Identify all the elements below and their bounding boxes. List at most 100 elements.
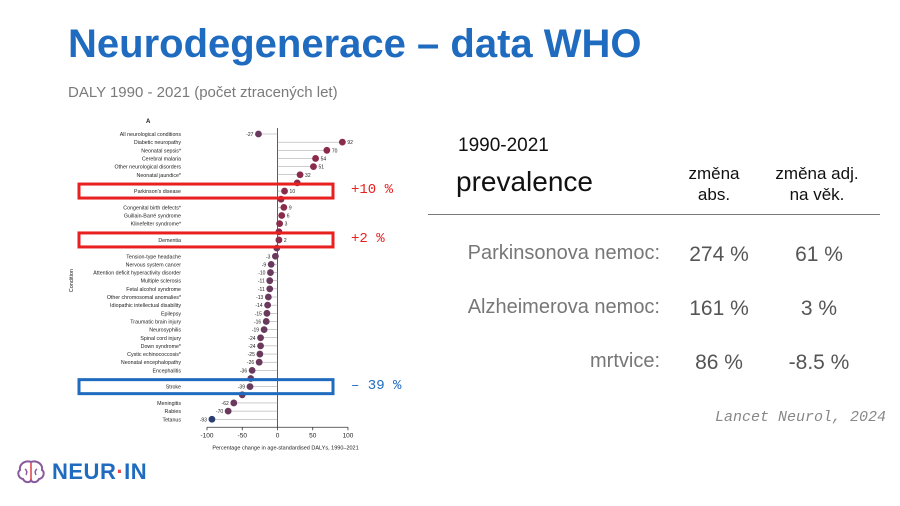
category-label: Encephalitis <box>152 368 181 374</box>
cell-stroke-adj: -8.5 % <box>788 351 850 374</box>
col-head-adj: změna adj. na věk. <box>752 163 882 205</box>
x-tick-label: -100 <box>200 432 213 439</box>
data-label: -19 <box>252 328 259 334</box>
cell-parkinson-abs: 274 % <box>689 243 749 266</box>
logo-dot: · <box>116 459 125 484</box>
row-label-stroke: mrtvice: <box>590 350 660 372</box>
data-point <box>246 383 254 391</box>
data-label: -25 <box>248 352 255 358</box>
data-point <box>230 399 238 407</box>
category-label: Down syndrome* <box>141 344 181 350</box>
data-label: 9 <box>289 205 292 211</box>
data-point <box>266 285 274 293</box>
category-label: Neonatal sepsis* <box>141 148 181 154</box>
data-label: -70 <box>216 409 223 415</box>
data-point <box>267 269 274 276</box>
neurin-logo: NEUR·IN <box>16 459 147 485</box>
category-label: Nervous system cancer <box>126 262 182 268</box>
category-label: Epilepsy <box>161 311 181 317</box>
data-label: -24 <box>248 336 255 342</box>
chart-panel-label: A <box>146 119 151 125</box>
data-label: -39 <box>238 385 245 391</box>
data-label: 92 <box>347 140 353 146</box>
data-label: -11 <box>258 287 265 293</box>
data-label: 54 <box>321 156 327 162</box>
data-label: 3 <box>285 222 288 228</box>
highlight-label: +2 % <box>351 230 385 247</box>
citation: Lancet Neurol, 2024 <box>714 409 886 426</box>
data-point <box>323 146 331 154</box>
x-axis-title: Percentage change in age-standardised DA… <box>212 445 358 451</box>
x-tick-label: -50 <box>238 432 248 439</box>
data-point <box>267 261 275 268</box>
category-label: Parkinson's disease <box>134 189 181 195</box>
logo-text: NEUR·IN <box>52 459 147 485</box>
data-label: -14 <box>255 303 262 309</box>
slide-subtitle: DALY 1990 - 2021 (počet ztracených let) <box>68 84 338 101</box>
highlight-label: +10 % <box>351 182 394 199</box>
col-head-adj-line2: na věk. <box>789 185 845 204</box>
row-label-alzheimer: Alzheimerova nemoc: <box>467 296 660 318</box>
highlight-box <box>77 231 335 249</box>
category-label: Stroke <box>166 385 181 391</box>
data-label: -62 <box>222 401 229 407</box>
data-point <box>281 187 288 195</box>
table-period: 1990-2021 <box>458 135 549 156</box>
data-point <box>257 334 264 342</box>
data-point <box>296 171 304 179</box>
data-label: -10 <box>258 271 265 277</box>
data-label: 70 <box>332 148 338 154</box>
data-label: 32 <box>305 173 311 179</box>
data-label: 51 <box>318 165 324 171</box>
data-label: -27 <box>246 132 253 138</box>
cell-stroke-abs: 86 % <box>695 351 743 374</box>
data-label: -26 <box>247 360 254 366</box>
data-point <box>266 277 274 285</box>
category-label: Cystic echinococcosis* <box>127 352 181 358</box>
category-label: Guillain-Barré syndrome <box>124 214 181 220</box>
category-label: Congenital birth defects* <box>123 205 181 211</box>
logo-text-a: NEUR <box>52 459 117 484</box>
col-head-abs: změna abs. <box>649 163 779 205</box>
data-label: 10 <box>290 189 296 195</box>
data-point <box>263 309 271 317</box>
logo-text-b: IN <box>124 459 148 484</box>
category-label: Neonatal jaundice* <box>137 173 181 179</box>
data-point <box>280 203 288 211</box>
data-point <box>310 163 317 170</box>
data-label: -24 <box>248 344 255 350</box>
category-label: Neonatal encephalopathy <box>121 360 181 366</box>
data-point <box>278 212 286 219</box>
category-label: Rabies <box>165 409 182 415</box>
data-point <box>271 252 279 260</box>
data-point <box>248 366 256 374</box>
category-label: Other chromosomal anomalies* <box>107 295 181 301</box>
x-tick-label: 0 <box>276 432 280 439</box>
category-label: All neurological conditions <box>120 132 182 138</box>
data-point <box>255 358 263 366</box>
category-label: Fetal alcohol syndrome <box>126 287 181 293</box>
category-label: Dementia <box>158 238 181 244</box>
data-label: -16 <box>254 319 261 325</box>
data-point <box>260 326 268 333</box>
row-label-parkinson: Parkinsonova nemoc: <box>467 242 660 264</box>
data-label: 6 <box>287 214 290 220</box>
data-label: -13 <box>256 295 263 301</box>
category-label: Multiple sclerosis <box>141 279 182 285</box>
cell-alzheimer-adj: 3 % <box>800 297 838 320</box>
col-head-adj-line1: změna adj. <box>775 164 859 183</box>
category-label: Meningitis <box>157 401 181 407</box>
category-label: Neurosyphilis <box>149 328 181 334</box>
category-label: Cerebral malaria <box>142 156 181 162</box>
category-label: Tension-type headache <box>126 254 181 260</box>
data-point <box>312 155 319 162</box>
category-label: Klinefelter syndrome* <box>131 222 181 228</box>
category-label: Spinal cord injury <box>140 336 181 342</box>
brain-icon <box>17 460 45 484</box>
highlight-box <box>77 182 335 200</box>
data-label: 2 <box>284 238 287 244</box>
data-point <box>256 350 264 358</box>
data-label: -11 <box>258 279 265 285</box>
data-label: -93 <box>200 417 207 423</box>
category-label: Tetanus <box>162 417 181 423</box>
